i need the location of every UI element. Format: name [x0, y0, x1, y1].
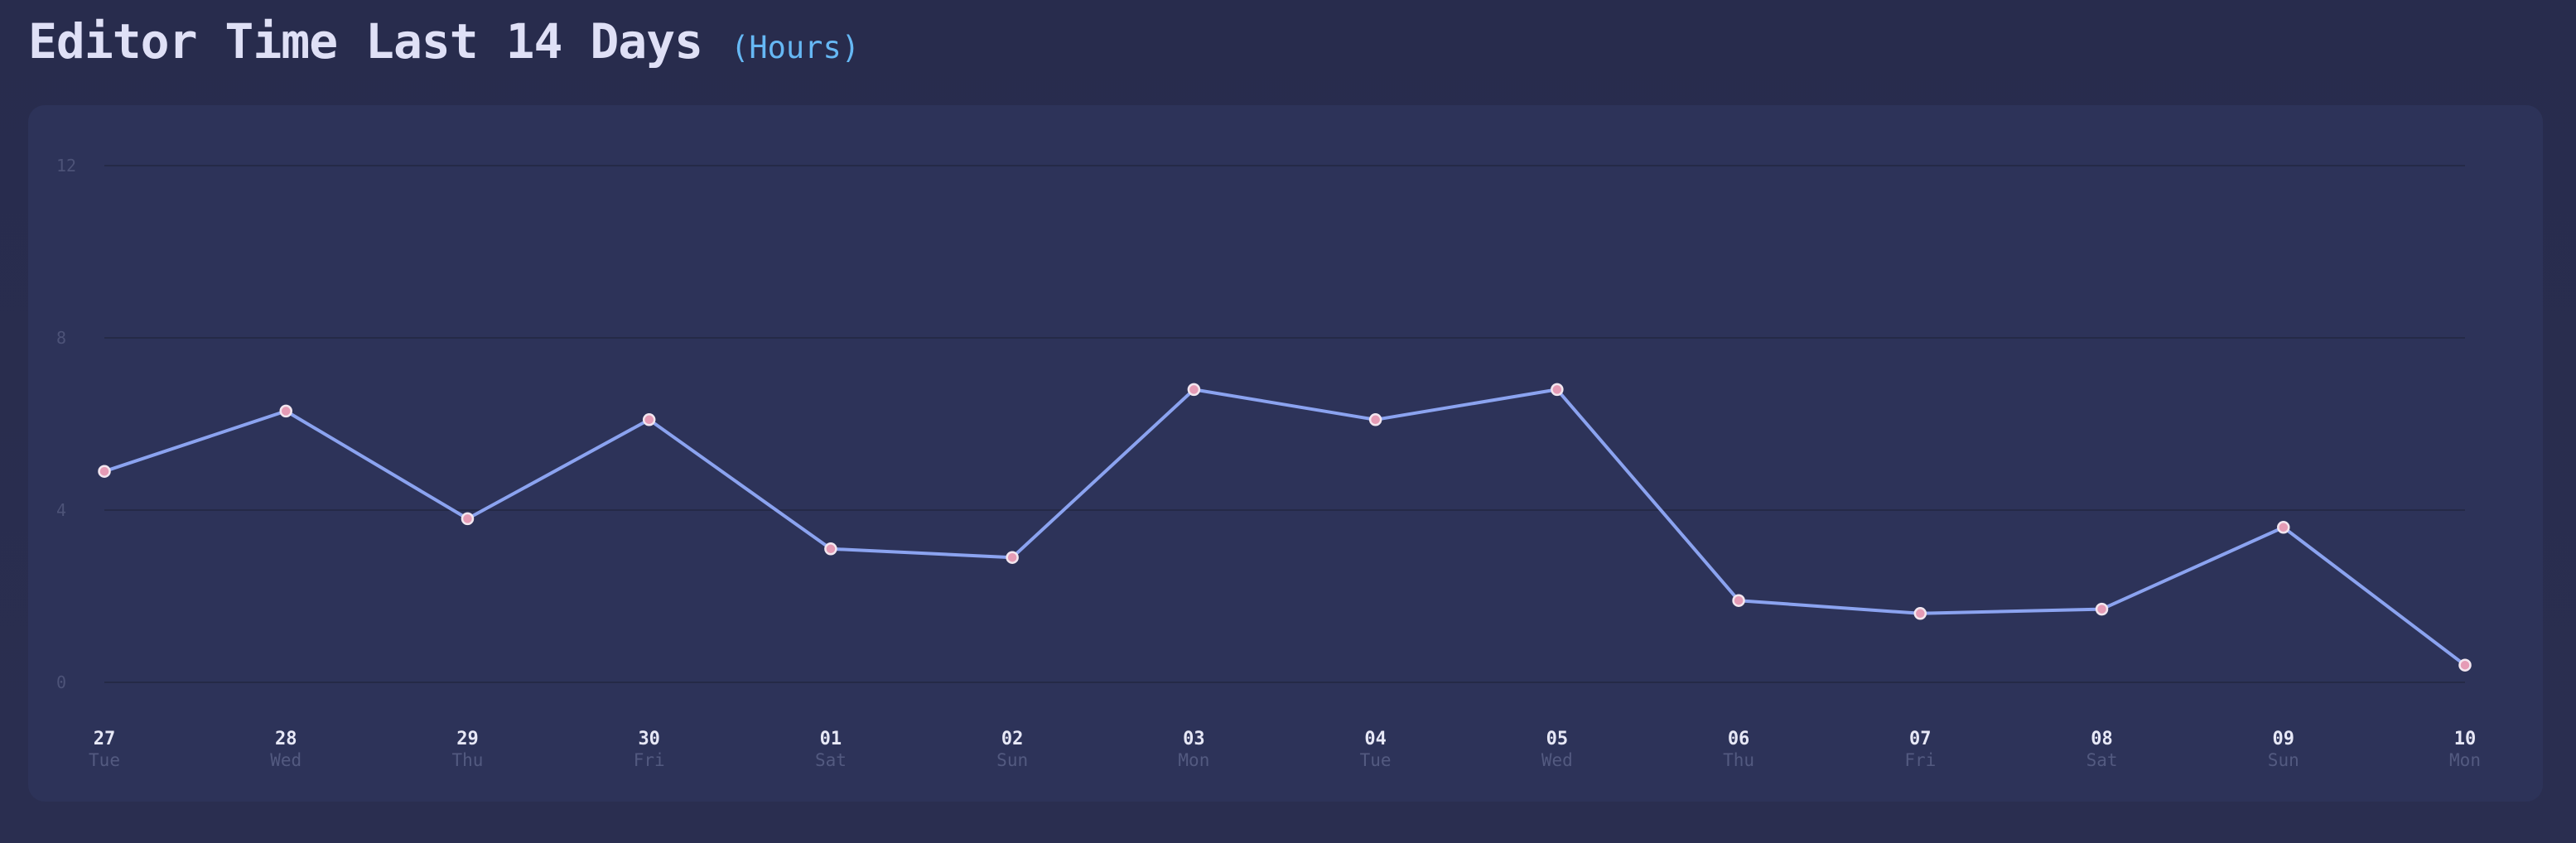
data-point[interactable]: [1551, 383, 1564, 397]
x-tick-date-label: 29: [456, 729, 479, 749]
x-tick-day-label: Wed: [270, 750, 301, 770]
x-tick-date-label: 03: [1183, 729, 1205, 749]
series-line: [103, 388, 2467, 667]
x-tick-day-label: Tue: [1360, 750, 1392, 770]
x-tick-date-label: 07: [1909, 729, 1932, 749]
chart-header: Editor Time Last 14 Days (Hours): [28, 13, 860, 79]
x-tick-day-label: Thu: [451, 750, 483, 770]
points-layer: [98, 383, 2472, 672]
gridlines: [104, 165, 2465, 683]
y-tick-label: 4: [56, 500, 66, 520]
x-tick-date-label: 27: [94, 729, 116, 749]
series-layer: [103, 388, 2467, 667]
x-tick-day-label: Fri: [634, 750, 665, 770]
data-point[interactable]: [1006, 551, 1019, 564]
data-point[interactable]: [2277, 521, 2290, 534]
x-tick-day-label: Thu: [1723, 750, 1754, 770]
data-point[interactable]: [98, 465, 111, 478]
x-tick-date-label: 08: [2091, 729, 2113, 749]
x-tick-date-label: 09: [2273, 729, 2295, 749]
x-tick-date-label: 28: [275, 729, 297, 749]
y-tick-label: 8: [56, 328, 66, 348]
chart-title: Editor Time Last 14 Days: [28, 13, 703, 70]
x-tick-date-label: 30: [638, 729, 660, 749]
y-axis-ticks: 0 4 8 12: [56, 156, 76, 692]
x-tick-day-label: Tue: [89, 750, 120, 770]
data-point[interactable]: [642, 413, 656, 426]
x-tick-date-label: 01: [820, 729, 842, 749]
data-point[interactable]: [1913, 607, 1927, 620]
x-tick-date-label: 05: [1546, 729, 1569, 749]
chart-unit-label: (Hours): [731, 30, 860, 65]
x-axis-ticks: 27Tue28Wed29Thu30Fri01Sat02Sun03Mon04Tue…: [89, 729, 2481, 770]
data-point[interactable]: [1187, 383, 1201, 397]
x-tick-day-label: Sun: [2268, 750, 2299, 770]
x-tick-day-label: Sun: [996, 750, 1028, 770]
data-point[interactable]: [2458, 658, 2472, 672]
x-tick-date-label: 10: [2454, 729, 2477, 749]
data-point[interactable]: [1732, 594, 1745, 607]
x-tick-day-label: Wed: [1541, 750, 1573, 770]
chart-card: 0 4 8 12 27 Tue 28 Wed 29 Thu 30 Fri 01 Sat 02 Sun 03 Mo…: [28, 105, 2543, 802]
data-point[interactable]: [461, 512, 475, 526]
x-tick-day-label: Mon: [2449, 750, 2481, 770]
x-tick-date-label: 06: [1728, 729, 1750, 749]
x-tick-day-label: Sat: [2086, 750, 2118, 770]
y-tick-label: 12: [56, 156, 76, 176]
data-point[interactable]: [279, 404, 292, 418]
x-tick-day-label: Sat: [815, 750, 847, 770]
x-tick-day-label: Fri: [1904, 750, 1936, 770]
x-tick-date-label: 04: [1364, 729, 1387, 749]
y-tick-label: 0: [56, 672, 66, 692]
data-point[interactable]: [824, 542, 837, 556]
data-point[interactable]: [1368, 413, 1382, 426]
x-tick-day-label: Mon: [1178, 750, 1209, 770]
x-tick-date-label: 02: [1001, 729, 1024, 749]
data-point[interactable]: [2095, 602, 2109, 616]
